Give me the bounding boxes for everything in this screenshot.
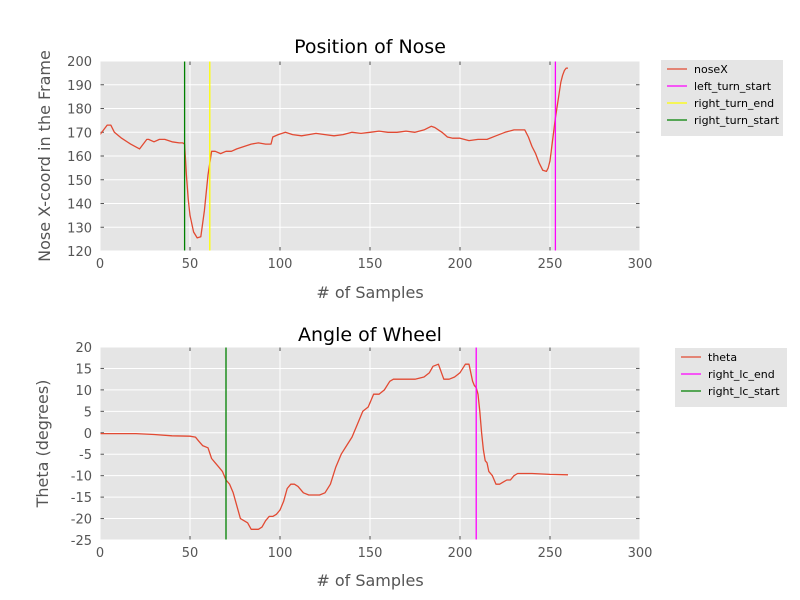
x-tick-label: 100 bbox=[268, 257, 293, 272]
plot-frame bbox=[99, 60, 641, 252]
legend-label-theta: theta bbox=[708, 351, 737, 364]
legend-label-right_turn_start: right_turn_start bbox=[694, 114, 780, 127]
y-tick-label: -20 bbox=[71, 513, 92, 528]
legend-label-right_lc_start: right_lc_start bbox=[708, 385, 780, 398]
x-tick-label: 150 bbox=[358, 546, 383, 561]
y-tick-label: 140 bbox=[67, 198, 92, 213]
y-tick-label: 150 bbox=[67, 174, 92, 189]
y-tick-label: -15 bbox=[71, 491, 92, 506]
legend: noseX left_turn_start right_turn_end right_… bbox=[661, 60, 783, 136]
x-tick-label: 100 bbox=[268, 546, 293, 561]
legend-label-right_turn_end: right_turn_end bbox=[694, 97, 774, 110]
x-tick-label: 300 bbox=[628, 257, 653, 272]
series-line-noseX bbox=[99, 67, 568, 239]
x-axis-label: # of Samples bbox=[316, 571, 423, 590]
y-tick-label: 130 bbox=[67, 221, 92, 236]
series-line-theta bbox=[100, 363, 569, 530]
y-tick-label: 20 bbox=[75, 341, 92, 356]
chart-angle-of-wheel: 0 50 100 150 200 250 300 -25 -20 -15 -10 -5 0 5 10 15 20… bbox=[33, 324, 787, 590]
x-tick-label: 200 bbox=[448, 546, 473, 561]
legend-label-noseX: noseX bbox=[694, 63, 728, 76]
plot-frame bbox=[99, 346, 641, 541]
chart-title: Angle of Wheel bbox=[298, 324, 442, 346]
x-axis-label: # of Samples bbox=[316, 283, 423, 302]
x-tick-label: 0 bbox=[96, 546, 104, 561]
legend-box bbox=[675, 348, 787, 407]
y-axis-label: Nose X-coord in the Frame bbox=[35, 50, 54, 262]
y-tick-label: -10 bbox=[71, 470, 92, 485]
y-tick-label: 190 bbox=[67, 79, 92, 94]
legend-box bbox=[661, 60, 783, 136]
y-tick-label: 200 bbox=[67, 55, 92, 70]
y-tick-label: -25 bbox=[71, 534, 92, 549]
x-tick-label: 250 bbox=[538, 546, 563, 561]
chart-title: Position of Nose bbox=[294, 36, 446, 58]
y-axis-label: Theta (degrees) bbox=[33, 380, 52, 509]
legend-label-left_turn_start: left_turn_start bbox=[694, 80, 772, 93]
y-tick-label: 10 bbox=[75, 384, 92, 399]
x-tick-label: 250 bbox=[538, 257, 563, 272]
x-tick-label: 150 bbox=[358, 257, 383, 272]
chart-position-of-nose: 0 50 100 150 200 250 300 120 130 140 150 160 170 180 1… bbox=[35, 36, 783, 302]
y-tick-label: -5 bbox=[79, 448, 92, 463]
x-tick-label: 300 bbox=[628, 546, 653, 561]
y-tick-label: 180 bbox=[67, 103, 92, 118]
y-tick-label: 170 bbox=[67, 126, 92, 141]
y-tick-label: 15 bbox=[75, 362, 92, 377]
x-tick-label: 50 bbox=[182, 257, 199, 272]
y-tick-label: 160 bbox=[67, 150, 92, 165]
x-tick-label: 0 bbox=[96, 257, 104, 272]
legend: theta right_lc_end right_lc_start bbox=[675, 348, 787, 407]
y-tick-label: 120 bbox=[67, 245, 92, 260]
x-tick-label: 200 bbox=[448, 257, 473, 272]
legend-label-right_lc_end: right_lc_end bbox=[708, 368, 775, 381]
y-tick-label: 5 bbox=[84, 405, 92, 420]
x-tick-label: 50 bbox=[182, 546, 199, 561]
y-tick-label: 0 bbox=[84, 427, 92, 442]
